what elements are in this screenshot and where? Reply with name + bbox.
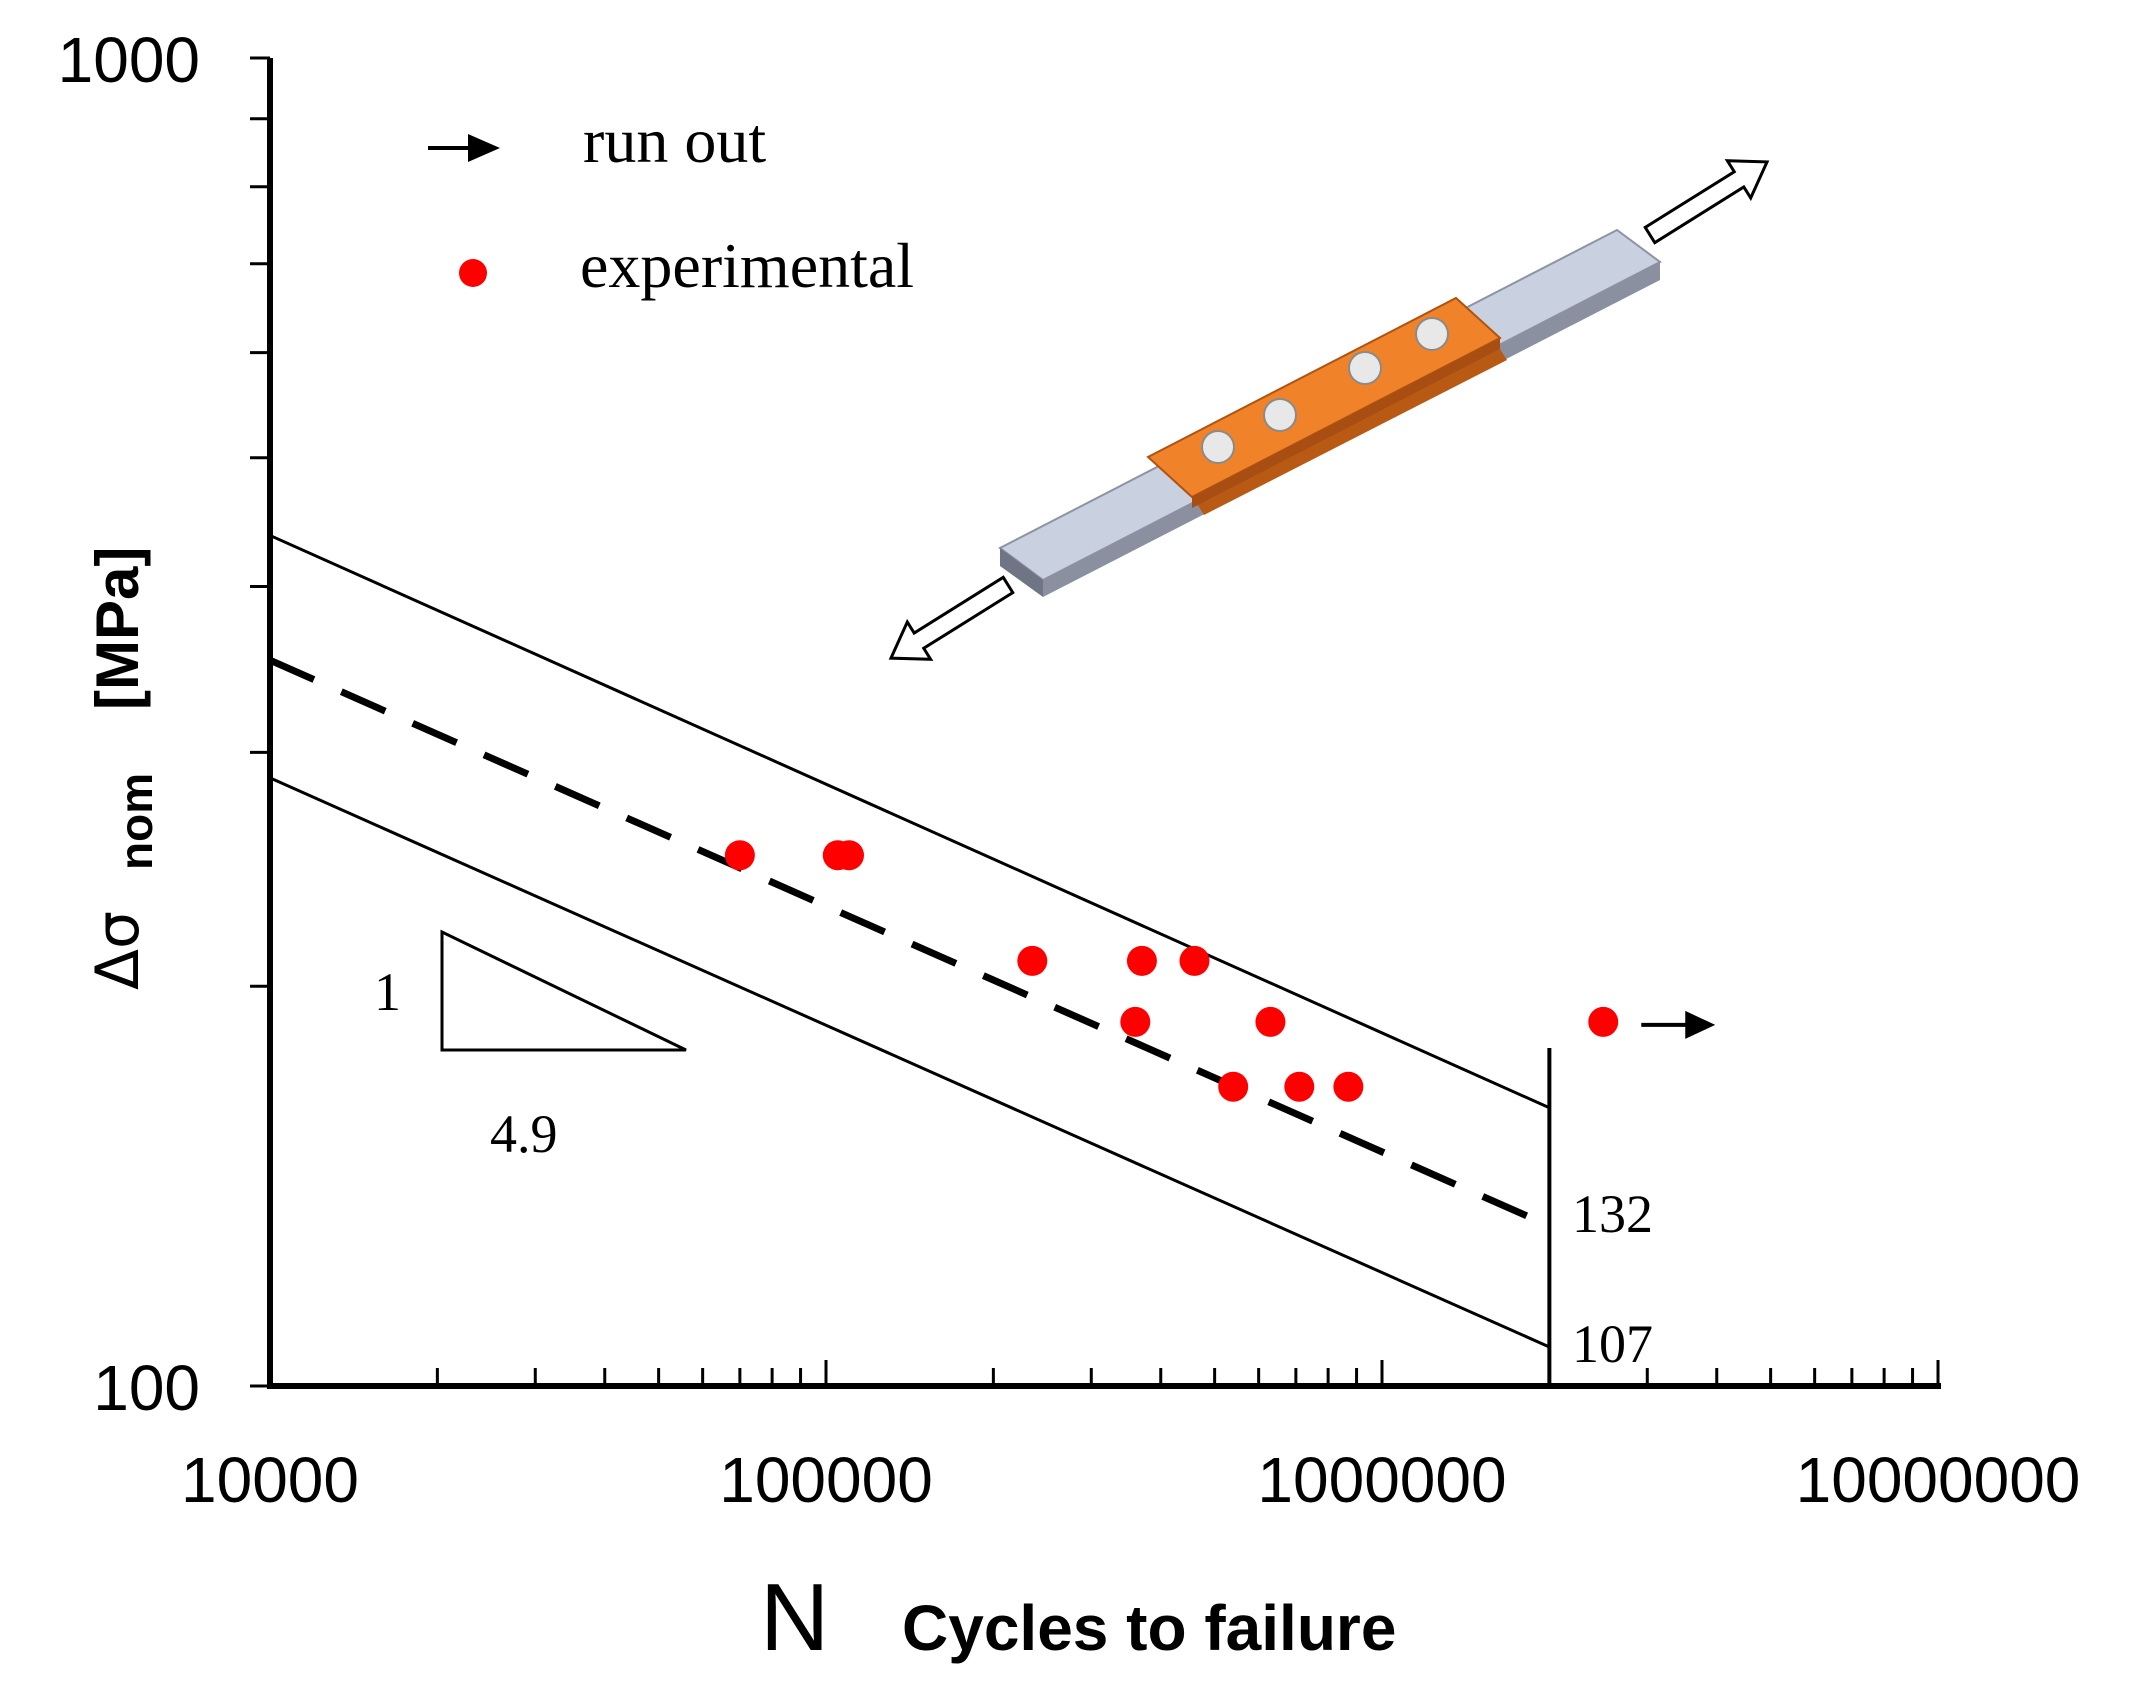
bolt-heads-icon: [1201, 317, 1449, 464]
load-arrow-upper-icon: [1643, 159, 1770, 245]
y-axis-subscript: nom: [110, 773, 162, 870]
y-axis-symbol: Δσ: [83, 911, 153, 990]
load-arrow-lower-icon: [888, 575, 1015, 661]
lower-value-label: 107: [1572, 1314, 1653, 1374]
axes: [250, 56, 1941, 1389]
data-point: [1179, 945, 1210, 976]
x-tick-label-1000000: 1000000: [1257, 1444, 1506, 1516]
sn-lines: [268, 534, 1551, 1349]
x-axis-label: Cycles to failure: [902, 1592, 1396, 1664]
x-tick-label-10000: 10000: [181, 1444, 359, 1516]
x-tick-label-10000000: 10000000: [1796, 1444, 2081, 1516]
slope-triangle-shape: [440, 929, 687, 1052]
data-point: [834, 840, 865, 871]
x-minor-ticks: [268, 1360, 1940, 1386]
data-point: [1017, 945, 1048, 976]
sn-line-lower-bound: [269, 776, 1550, 1349]
slope-run-label: 4.9: [490, 1104, 558, 1164]
slope-rise-label: 1: [374, 962, 401, 1022]
y-tick-label-100: 100: [93, 1352, 200, 1424]
y-axis-label: Δσ nom [MPa]: [83, 547, 162, 990]
specimen-illustration: [888, 159, 1770, 661]
y-tick-label-1000: 1000: [58, 24, 200, 96]
legend-runout-arrow: [428, 134, 500, 162]
data-point: [1218, 1071, 1249, 1102]
mean-value-label: 132: [1572, 1184, 1653, 1244]
y-minor-ticks: [250, 56, 270, 1388]
data-point: [1284, 1071, 1315, 1102]
legend-experimental-marker: [459, 259, 487, 287]
runout-points: [1588, 1006, 1716, 1039]
data-point: [1120, 1006, 1151, 1037]
legend: run out experimental: [428, 105, 914, 301]
slope-triangle: 1 4.9: [374, 929, 687, 1164]
y-axis-unit: [MPa]: [84, 547, 151, 710]
data-point: [1255, 1006, 1286, 1037]
experimental-points: [724, 840, 1364, 1102]
sn-line-upper-bound: [269, 534, 1550, 1110]
x-axis-symbol: N: [760, 1564, 829, 1671]
runout-point: [1588, 1006, 1619, 1037]
legend-experimental-label: experimental: [580, 230, 914, 301]
splice-plate-icon: [1146, 296, 1507, 515]
data-point: [1126, 945, 1157, 976]
runout-arrow-head: [1685, 1010, 1716, 1039]
data-point: [724, 840, 755, 871]
data-point: [1333, 1071, 1364, 1102]
legend-runout-label: run out: [583, 105, 766, 176]
x-tick-label-100000: 100000: [719, 1444, 933, 1516]
